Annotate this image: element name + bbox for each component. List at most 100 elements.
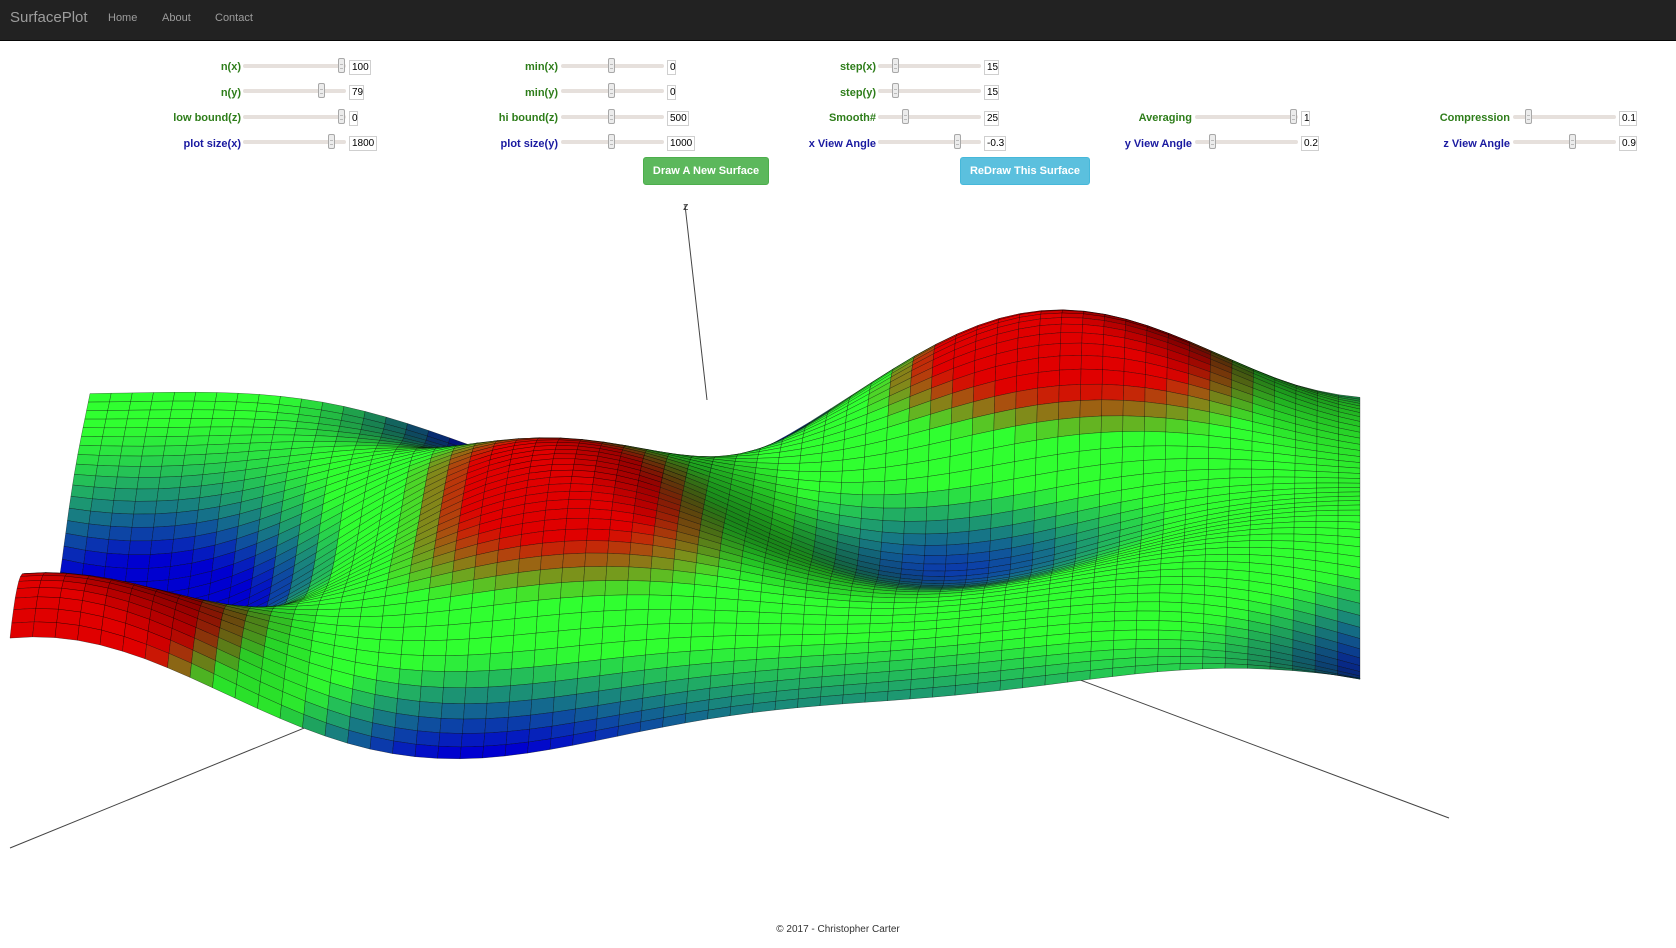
nx-field[interactable]: 100 <box>349 60 371 75</box>
y-view-angle-field[interactable]: 0.2 <box>1301 136 1319 151</box>
surface-cell <box>398 668 423 687</box>
plot-size-y-slider-handle[interactable] <box>608 134 615 149</box>
surface-cell <box>801 633 826 646</box>
plot-size-x-slider-handle[interactable] <box>328 134 335 149</box>
surface-cell <box>778 645 803 659</box>
surface-cell <box>1037 369 1060 389</box>
ny-slider[interactable] <box>243 83 346 98</box>
smooth-slider-handle[interactable] <box>902 109 909 124</box>
step-x-slider-handle[interactable] <box>892 58 899 73</box>
surface-cell <box>512 632 537 653</box>
compression-slider-handle[interactable] <box>1525 109 1532 124</box>
y-view-angle-slider-handle[interactable] <box>1209 134 1216 149</box>
min-x-slider-handle[interactable] <box>608 58 615 73</box>
nx-slider[interactable] <box>243 58 346 73</box>
z-view-angle-slider[interactable] <box>1513 134 1616 149</box>
nx-slider-handle[interactable] <box>338 58 345 73</box>
plot-size-x-slider[interactable] <box>243 134 346 149</box>
surface-cell <box>1080 383 1103 401</box>
surface-cell <box>548 476 573 485</box>
step-x-slider[interactable] <box>878 58 981 73</box>
surface-cell <box>887 689 911 701</box>
low-bound-z-slider[interactable] <box>243 109 346 124</box>
y-view-angle-slider[interactable] <box>1195 134 1298 149</box>
draw-new-surface-button[interactable]: Draw A New Surface <box>643 157 769 185</box>
smooth-field[interactable]: 25 <box>984 111 999 126</box>
step-y-slider[interactable] <box>878 83 981 98</box>
plot-size-y-field[interactable]: 1000 <box>667 136 695 151</box>
low-bound-z-slider-handle[interactable] <box>338 109 345 124</box>
low-bound-z-field[interactable]: 0 <box>349 111 358 126</box>
surface-cell <box>378 639 403 655</box>
surface-cell <box>207 435 231 446</box>
compression-field[interactable]: 0.1 <box>1619 111 1637 126</box>
surface-cell <box>1122 431 1145 448</box>
surface-cell <box>490 635 515 655</box>
averaging-slider[interactable] <box>1195 109 1298 124</box>
surface-cell <box>844 652 869 665</box>
step-y-slider-handle[interactable] <box>892 83 899 98</box>
min-y-slider-handle[interactable] <box>608 83 615 98</box>
surface-cell <box>1122 415 1145 432</box>
surface-cell <box>1121 445 1145 463</box>
min-y-slider[interactable] <box>561 83 664 98</box>
hi-bound-z-slider[interactable] <box>561 109 664 124</box>
surface-cell <box>1293 527 1317 535</box>
averaging-field[interactable]: 1 <box>1301 111 1310 126</box>
x-view-angle-field[interactable]: -0.3 <box>984 136 1006 151</box>
hi-bound-z-field[interactable]: 500 <box>667 111 689 126</box>
surface-cell <box>733 647 758 662</box>
surface-cell <box>536 597 561 617</box>
step-y-field[interactable]: 15 <box>984 85 999 100</box>
min-x-slider[interactable] <box>561 58 664 73</box>
surface-cell <box>116 465 141 478</box>
surface-cell <box>1204 561 1228 570</box>
surface-cell <box>923 555 947 565</box>
surface-cell <box>556 645 580 665</box>
min-x-field[interactable]: 0 <box>667 60 676 75</box>
nav-home-link[interactable]: Home <box>108 12 138 24</box>
surface-cell <box>131 513 156 528</box>
surface-cell <box>1135 639 1159 650</box>
surface-cell <box>1337 674 1361 680</box>
plot-size-y-slider[interactable] <box>561 134 664 149</box>
surface-cell <box>588 508 613 520</box>
nav-about-link[interactable]: About <box>162 12 191 24</box>
ny-slider-handle[interactable] <box>318 83 325 98</box>
hi-bound-z-slider-handle[interactable] <box>608 109 615 124</box>
surface-cell <box>210 418 234 428</box>
z-view-angle-field[interactable]: 0.9 <box>1619 136 1637 151</box>
surface-cell <box>418 701 443 719</box>
averaging-slider-handle[interactable] <box>1290 109 1297 124</box>
step-x-field[interactable]: 15 <box>984 60 999 75</box>
surface-cell <box>105 409 130 420</box>
surface-cell <box>1157 656 1181 665</box>
surface-cell <box>156 487 181 502</box>
surface-cell <box>551 458 576 465</box>
redraw-surface-button[interactable]: ReDraw This Surface <box>960 157 1090 185</box>
smooth-slider[interactable] <box>878 109 981 124</box>
brand-link[interactable]: SurfacePlot <box>10 9 88 26</box>
x-view-angle-slider[interactable] <box>878 134 981 149</box>
surface-cell <box>493 586 518 606</box>
nav-contact-link[interactable]: Contact <box>215 12 253 24</box>
x-view-angle-slider-handle[interactable] <box>954 134 961 149</box>
surface-cell <box>123 427 148 438</box>
min-y-field[interactable]: 0 <box>667 85 676 100</box>
compression-slider[interactable] <box>1513 109 1616 124</box>
surface-cell <box>1337 487 1361 493</box>
plot-size-x-field[interactable]: 1800 <box>349 136 377 151</box>
surface-cell <box>755 657 780 672</box>
surface-cell <box>1294 476 1317 484</box>
surface-cell <box>360 605 385 617</box>
surface-cell <box>881 520 905 534</box>
surface-cell <box>102 427 126 438</box>
surface-cell <box>110 512 134 528</box>
z-view-angle-slider-handle[interactable] <box>1569 134 1576 149</box>
surface-cell <box>561 566 585 583</box>
surface-cell <box>607 540 632 555</box>
surface-cell <box>862 467 886 483</box>
ny-field[interactable]: 79 <box>349 85 364 100</box>
surface-cell <box>649 568 674 583</box>
surface-cell <box>1101 383 1124 401</box>
